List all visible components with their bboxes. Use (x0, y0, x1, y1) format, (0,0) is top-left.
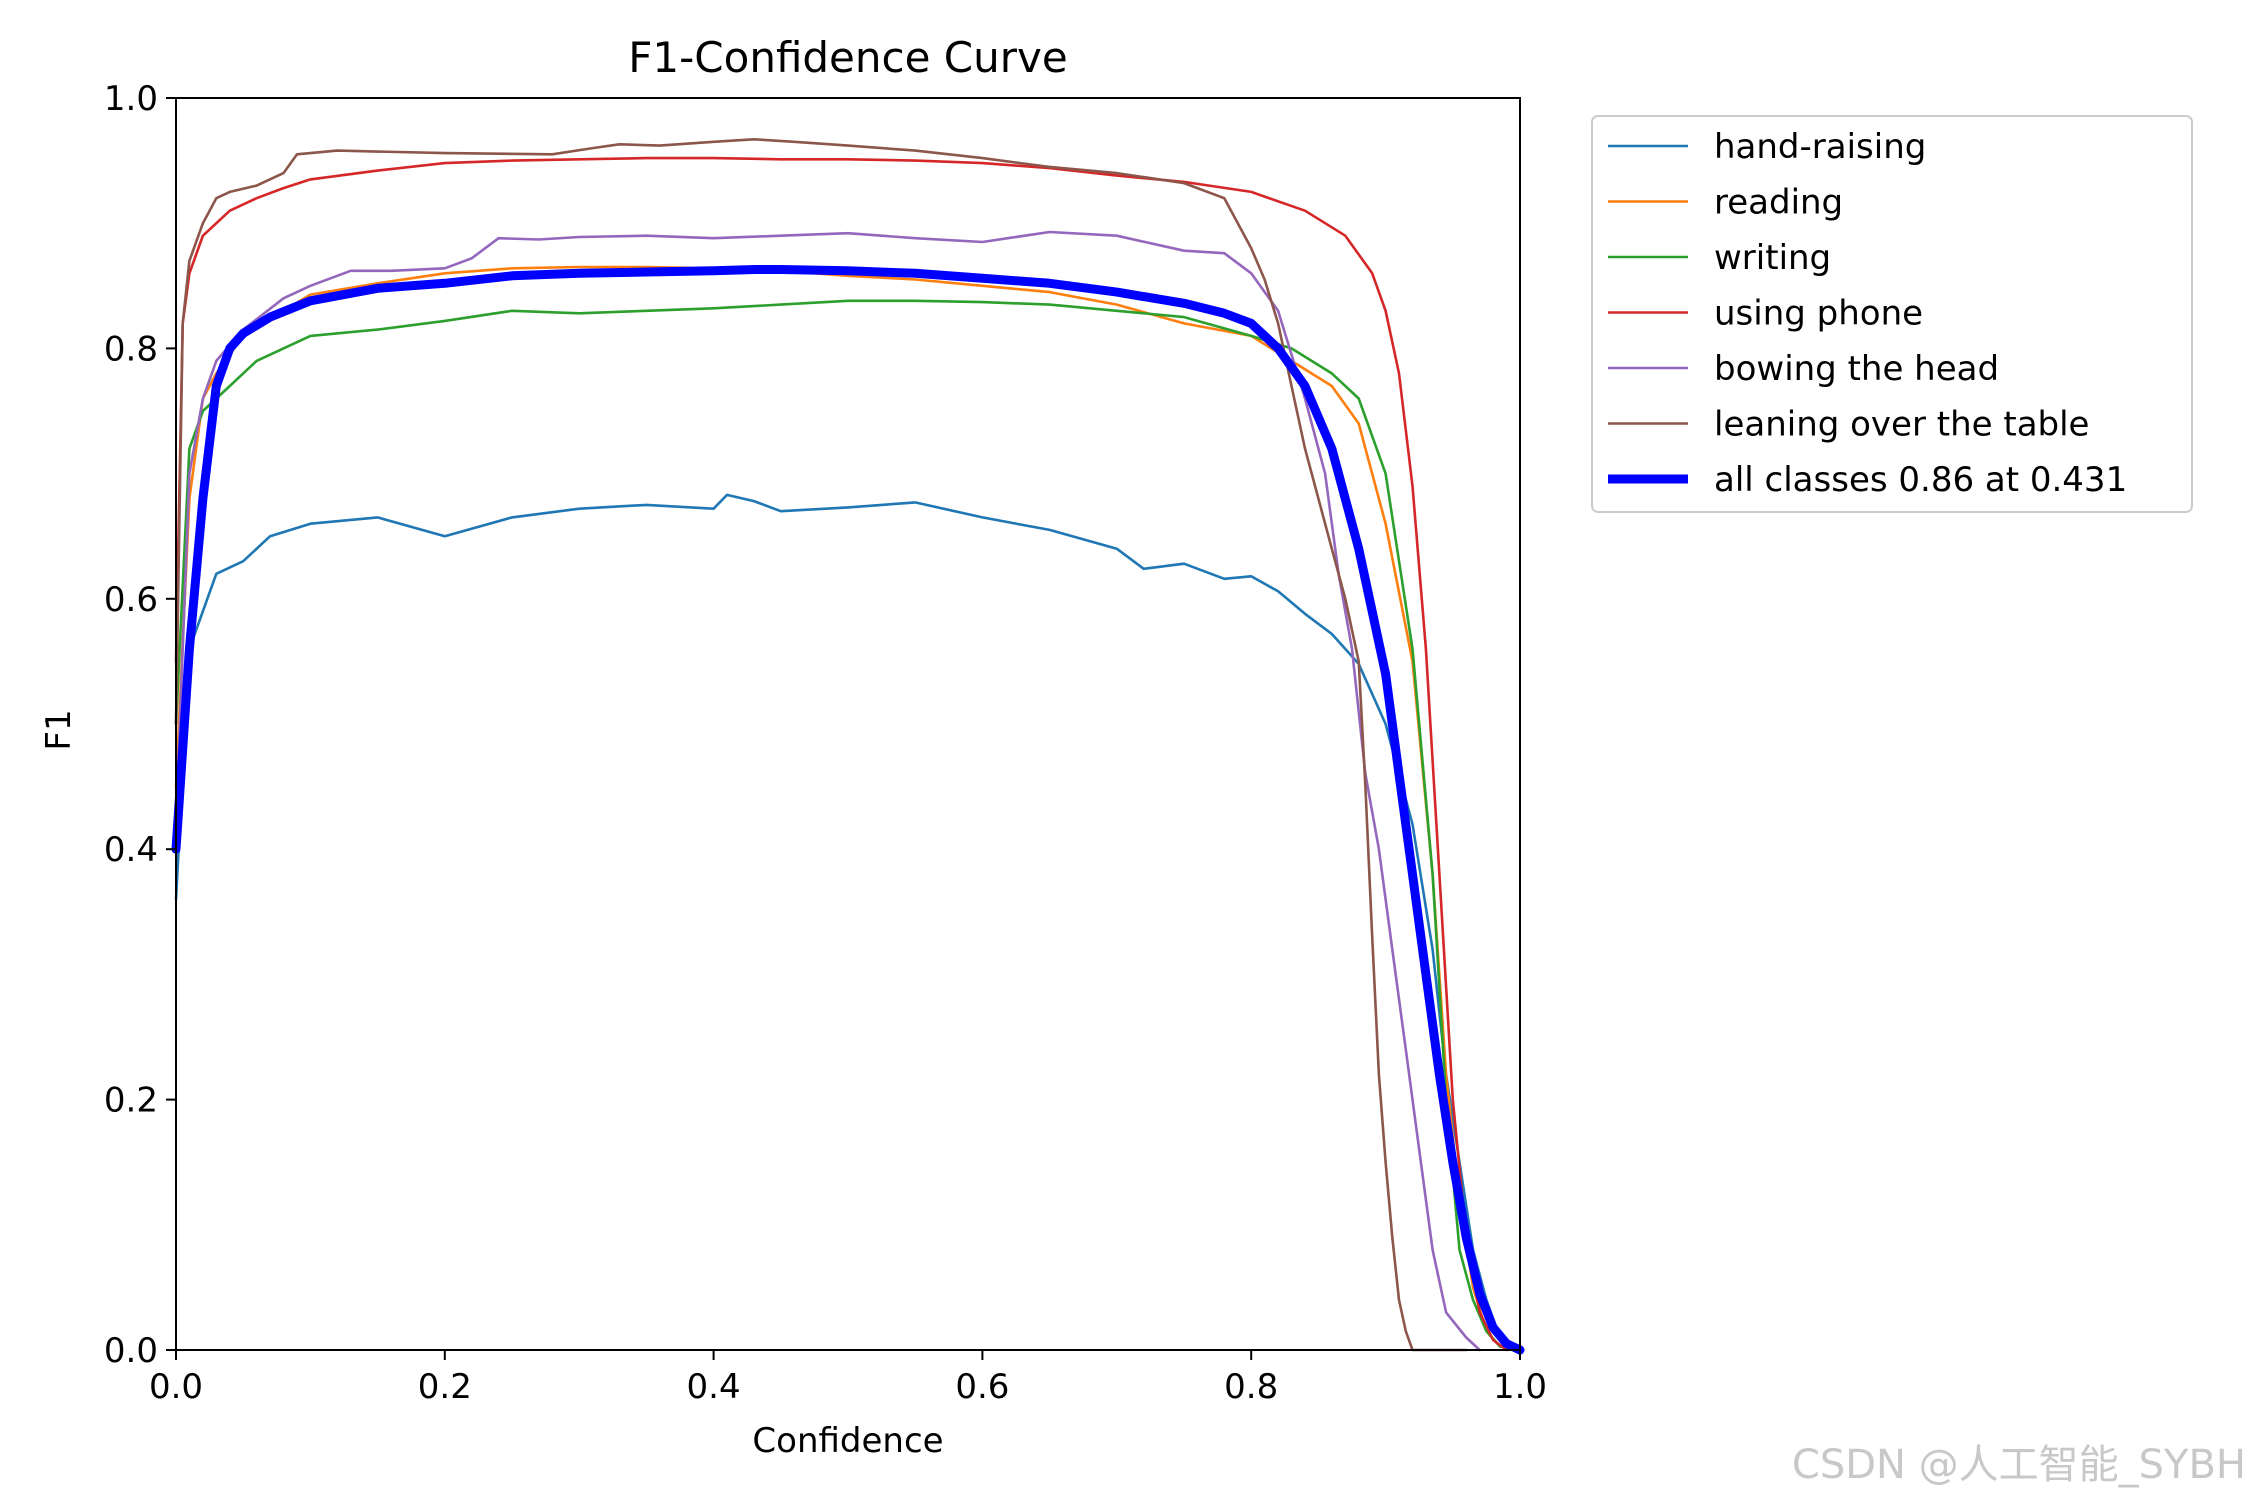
x-tick-label: 0.8 (1224, 1367, 1278, 1407)
series-line-all-classes-0-86-at-0-431 (171, 265, 1525, 1355)
legend-label-leaning-over-the-table: leaning over the table (1714, 405, 2089, 445)
x-tick-label: 0.6 (955, 1367, 1009, 1407)
x-tick-label: 0.0 (149, 1367, 203, 1407)
x-tick-label: 0.4 (687, 1367, 741, 1407)
legend-label-bowing-the-head: bowing the head (1714, 349, 1999, 389)
plot-area (171, 138, 1525, 1355)
legend-frame (1591, 115, 2193, 513)
series-line-using-phone (174, 156, 1508, 1352)
y-tick-label: 0.0 (104, 1331, 158, 1371)
series-line-writing (174, 299, 1515, 1352)
legend-label-reading: reading (1714, 183, 1843, 223)
legend-label-all-classes-0-86-at-0-431: all classes 0.86 at 0.431 (1714, 460, 2127, 500)
chart-title: F1-Confidence Curve (628, 33, 1067, 82)
legend-label-using-phone: using phone (1714, 294, 1923, 334)
watermark: CSDN @人工智能_SYBH (1791, 1442, 2246, 1488)
series-line-hand-raising (174, 493, 1515, 1349)
y-tick-label: 1.0 (104, 79, 158, 119)
x-tick-label: 0.2 (418, 1367, 472, 1407)
y-axis-ticks: 0.0 0.2 0.4 0.6 0.8 1.0 (104, 79, 176, 1371)
y-tick-label: 0.8 (104, 329, 158, 369)
series-line-bowing-the-head (174, 230, 1481, 1352)
x-axis-ticks: 0.0 0.2 0.4 0.6 0.8 1.0 (149, 1350, 1547, 1407)
legend-label-hand-raising: hand-raising (1714, 127, 1926, 167)
y-tick-label: 0.4 (104, 830, 158, 870)
y-axis-label: F1 (39, 709, 79, 750)
x-axis-label: Confidence (752, 1421, 943, 1461)
x-tick-label: 1.0 (1493, 1367, 1547, 1407)
legend: hand-raising reading writing using phone bow… (1591, 115, 2193, 513)
y-tick-label: 0.2 (104, 1081, 158, 1121)
legend-label-writing: writing (1714, 238, 1831, 278)
plot-frame (175, 97, 1521, 1351)
series-line-leaning-over-the-table (174, 138, 1468, 1352)
y-tick-label: 0.6 (104, 580, 158, 620)
